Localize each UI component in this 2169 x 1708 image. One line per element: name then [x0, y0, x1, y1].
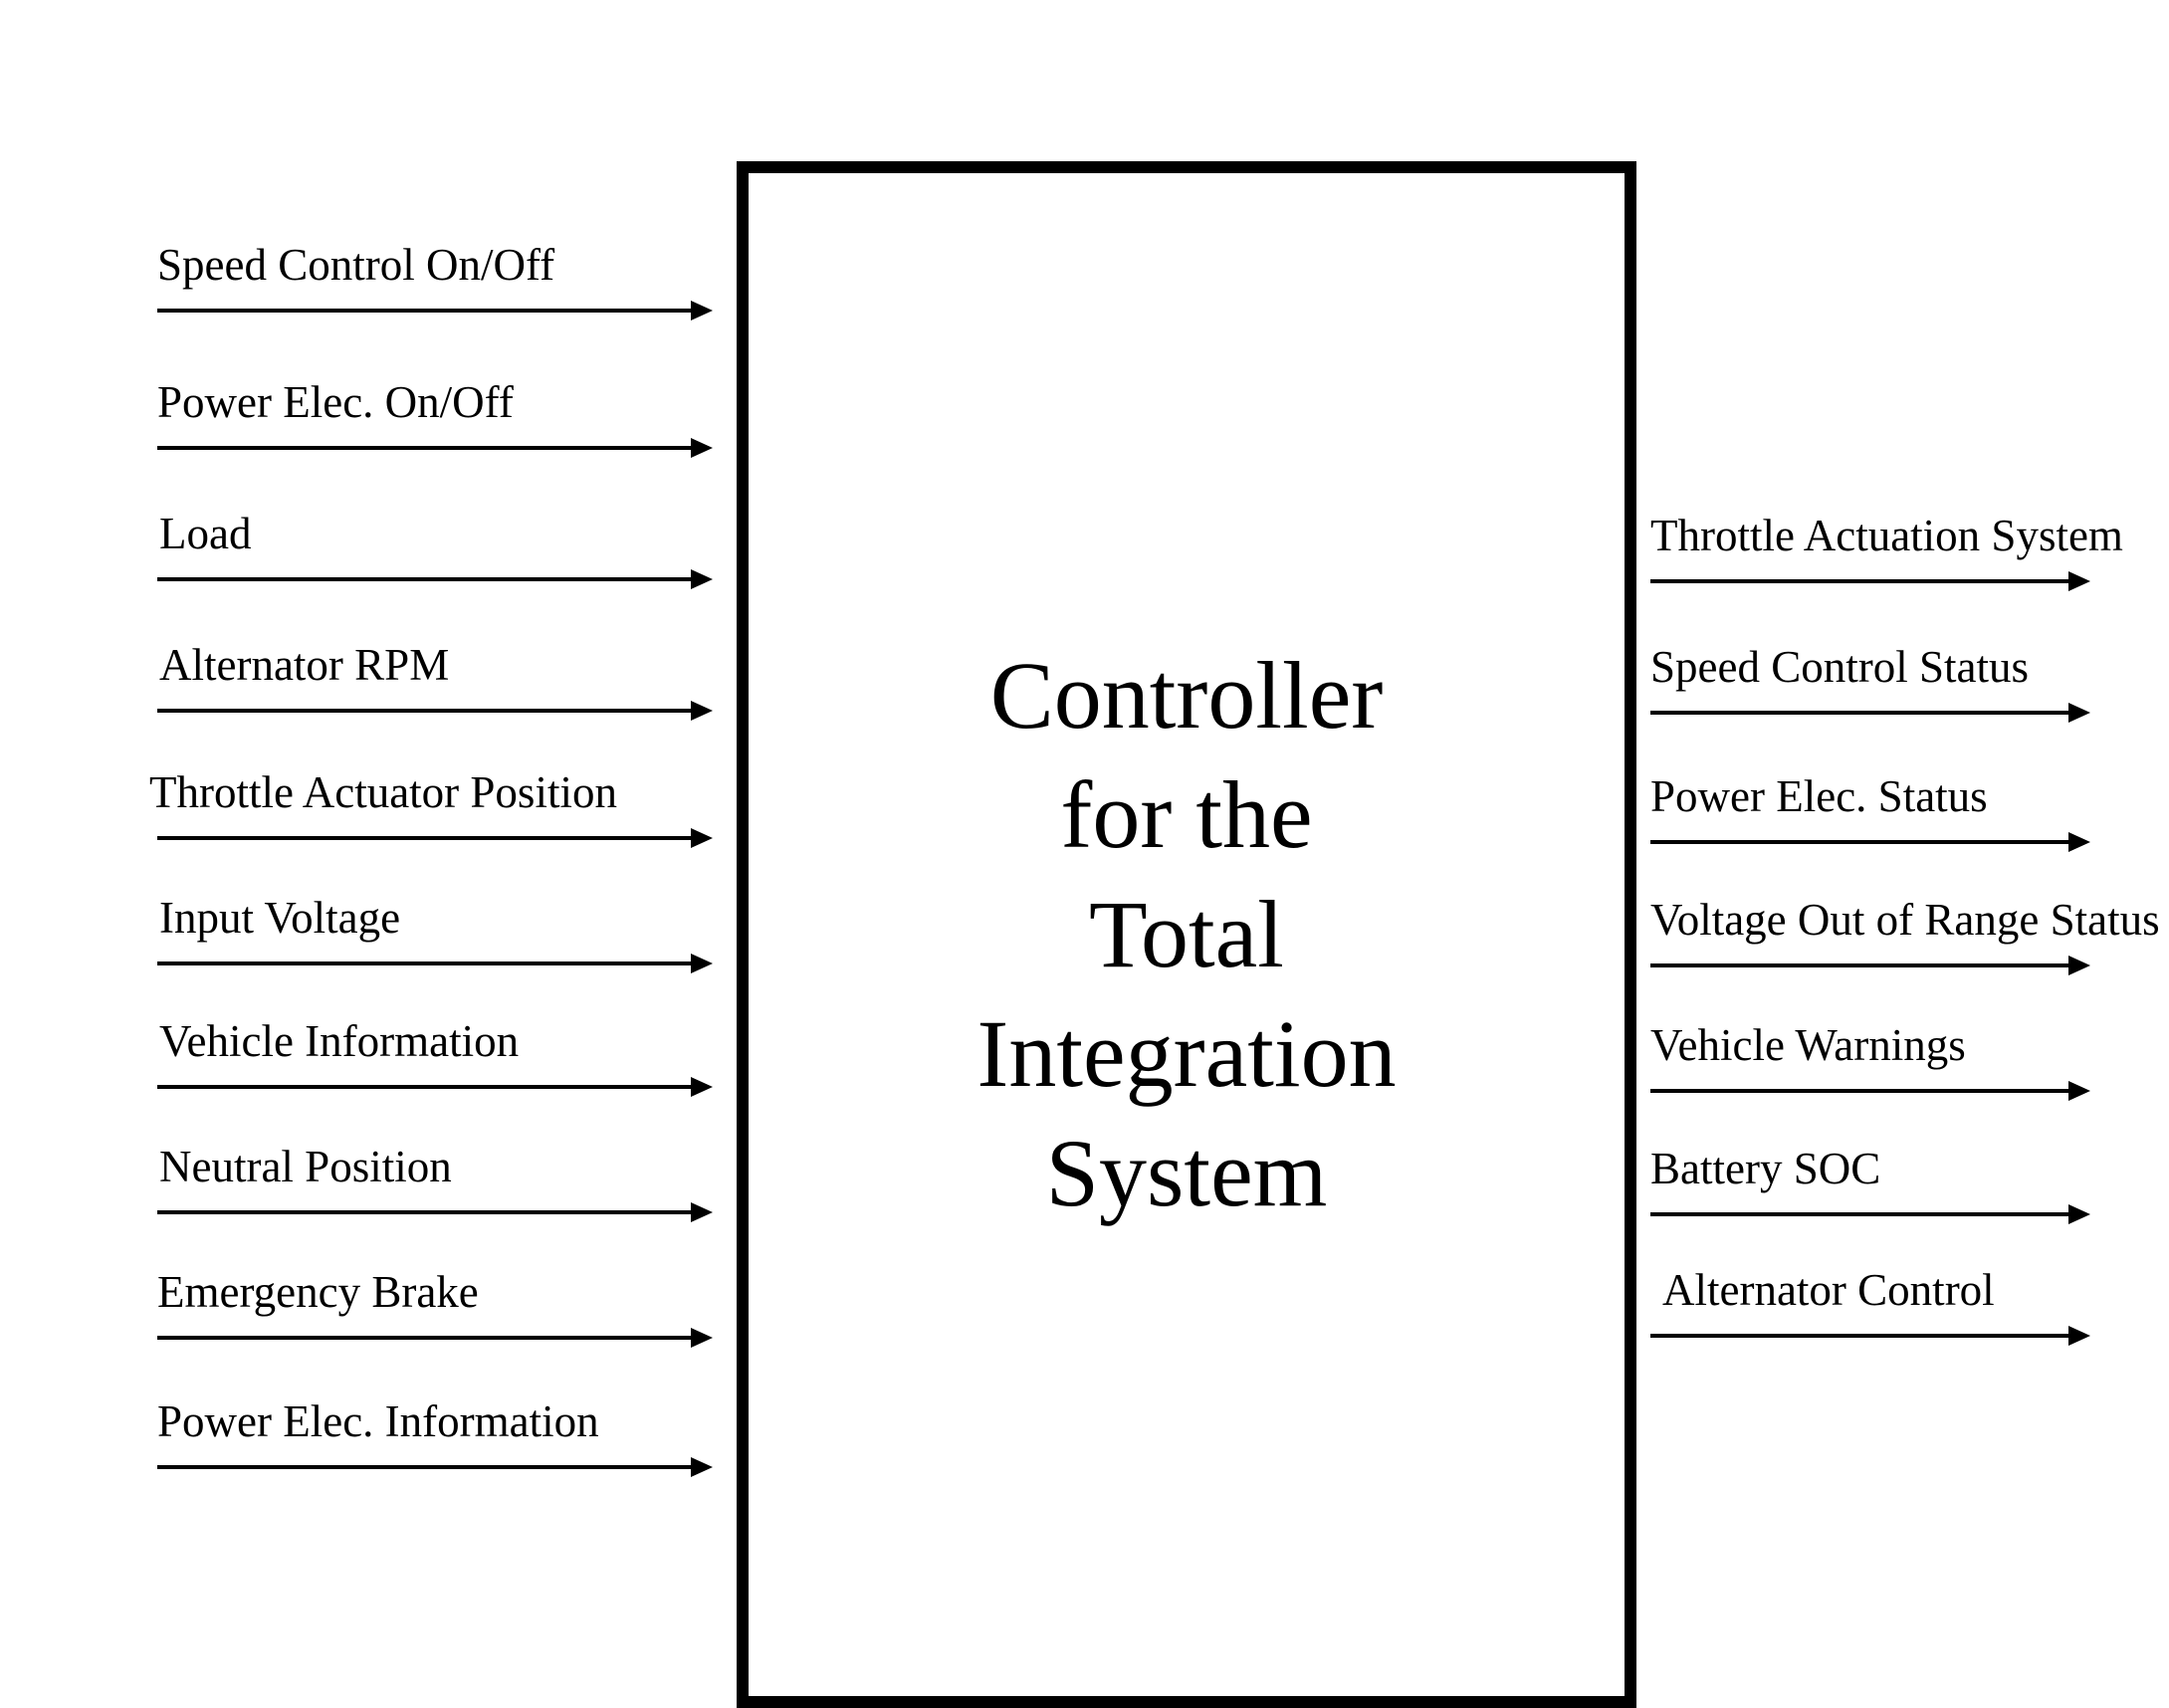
arrow-head-output-6	[2068, 1326, 2090, 1346]
arrow-line-input-9	[157, 1465, 691, 1469]
arrow-head-output-3	[2068, 956, 2090, 975]
arrow-head-input-3	[691, 701, 713, 721]
controller-box: Controllerfor theTotalIntegrationSystem	[737, 161, 1636, 1708]
arrow-line-output-6	[1650, 1334, 2068, 1338]
arrow-head-input-0	[691, 301, 713, 320]
io-label-input-6: Vehicle Information	[159, 1015, 519, 1067]
arrow-line-input-2	[157, 577, 691, 581]
controller-title: Controllerfor theTotalIntegrationSystem	[976, 636, 1396, 1233]
arrow-line-input-3	[157, 709, 691, 713]
arrow-line-input-8	[157, 1336, 691, 1340]
arrow-head-input-8	[691, 1328, 713, 1348]
io-label-input-4: Throttle Actuator Position	[149, 766, 617, 818]
arrow-head-output-5	[2068, 1204, 2090, 1224]
io-label-input-9: Power Elec. Information	[157, 1395, 599, 1447]
io-label-output-6: Alternator Control	[1662, 1264, 1995, 1316]
arrow-head-input-6	[691, 1077, 713, 1097]
io-label-input-2: Load	[159, 508, 251, 559]
arrow-line-output-4	[1650, 1089, 2068, 1093]
io-label-output-5: Battery SOC	[1650, 1143, 1880, 1194]
io-label-output-4: Vehicle Warnings	[1650, 1019, 1966, 1071]
arrow-line-output-1	[1650, 711, 2068, 715]
arrow-head-output-1	[2068, 703, 2090, 723]
arrow-head-input-1	[691, 438, 713, 458]
arrow-head-output-0	[2068, 571, 2090, 591]
arrow-head-input-5	[691, 954, 713, 973]
arrow-line-input-1	[157, 446, 691, 450]
arrow-line-input-0	[157, 309, 691, 313]
arrow-line-input-5	[157, 961, 691, 965]
io-label-output-0: Throttle Actuation System	[1650, 510, 2123, 561]
io-label-output-1: Speed Control Status	[1650, 641, 2029, 693]
arrow-line-input-7	[157, 1210, 691, 1214]
arrow-line-output-0	[1650, 579, 2068, 583]
arrow-line-output-5	[1650, 1212, 2068, 1216]
arrow-head-output-4	[2068, 1081, 2090, 1101]
arrow-line-input-6	[157, 1085, 691, 1089]
arrow-head-input-4	[691, 828, 713, 848]
io-label-input-7: Neutral Position	[159, 1141, 452, 1192]
io-label-output-3: Voltage Out of Range Status	[1650, 894, 2160, 946]
io-label-input-8: Emergency Brake	[157, 1266, 479, 1318]
diagram-container: Controllerfor theTotalIntegrationSystem S…	[0, 0, 2169, 1695]
io-label-input-1: Power Elec. On/Off	[157, 376, 514, 428]
io-label-input-0: Speed Control On/Off	[157, 239, 554, 291]
arrow-head-input-2	[691, 569, 713, 589]
arrow-line-input-4	[157, 836, 691, 840]
arrow-head-output-2	[2068, 832, 2090, 852]
arrow-head-input-7	[691, 1202, 713, 1222]
io-label-output-2: Power Elec. Status	[1650, 770, 1988, 822]
arrow-line-output-2	[1650, 840, 2068, 844]
io-label-input-5: Input Voltage	[159, 892, 400, 944]
arrow-head-input-9	[691, 1457, 713, 1477]
arrow-line-output-3	[1650, 963, 2068, 967]
io-label-input-3: Alternator RPM	[159, 639, 449, 691]
